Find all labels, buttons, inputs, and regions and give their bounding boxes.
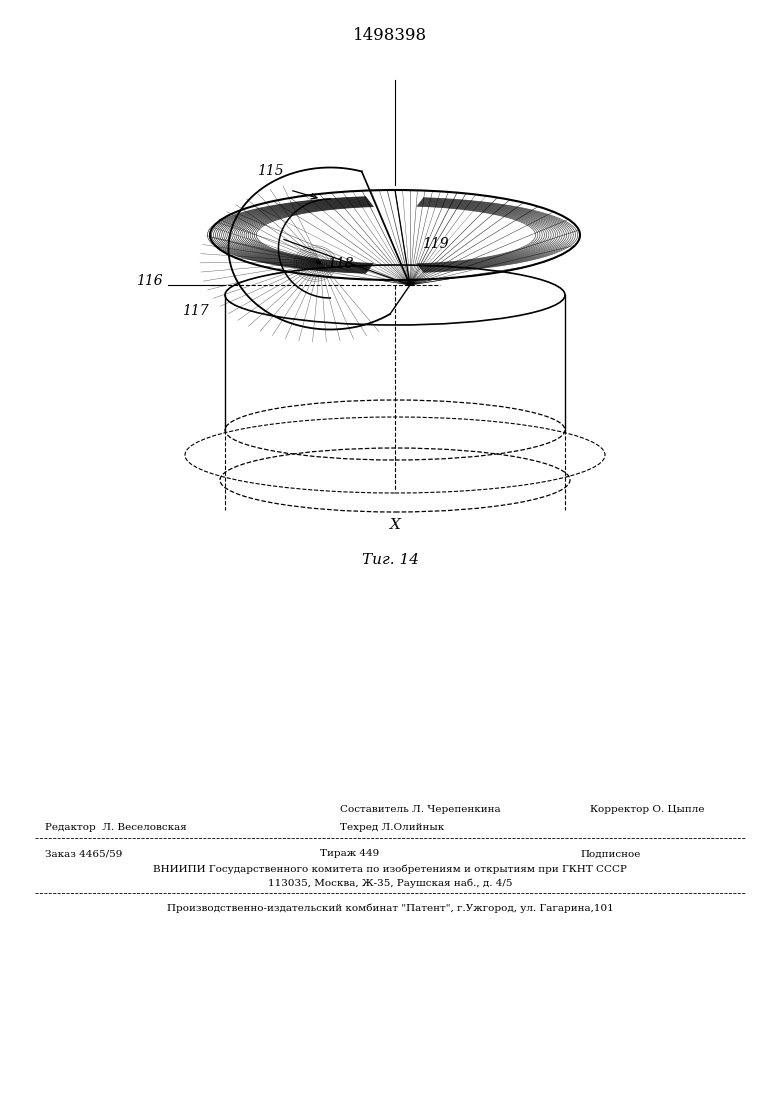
Text: ВНИИПИ Государственного комитета по изобретениям и открытиям при ГКНТ СССР: ВНИИПИ Государственного комитета по изоб… [153,865,627,874]
Text: Составитель Л. Черепенкина: Составитель Л. Черепенкина [340,805,501,814]
Text: Заказ 4465/59: Заказ 4465/59 [45,849,122,858]
Text: 113035, Москва, Ж-35, Раушская наб., д. 4/5: 113035, Москва, Ж-35, Раушская наб., д. … [268,878,512,888]
Text: Корректор О. Цыпле: Корректор О. Цыпле [590,805,704,814]
Text: X: X [389,518,400,532]
Text: 117: 117 [182,304,208,318]
Text: 118: 118 [327,257,353,271]
Text: Производственно-издательский комбинат "Патент", г.Ужгород, ул. Гагарина,101: Производственно-издательский комбинат "П… [167,903,613,913]
Text: Τиг. 14: Τиг. 14 [361,553,419,567]
Text: 115: 115 [257,164,283,178]
Text: 1498398: 1498398 [353,26,427,43]
Text: Техред Л.Олийнык: Техред Л.Олийнык [340,823,445,832]
Text: Тираж 449: Тираж 449 [320,849,379,858]
Text: Подписное: Подписное [580,849,640,858]
Text: 119: 119 [422,237,448,251]
Text: Редактор  Л. Веселовская: Редактор Л. Веселовская [45,823,186,832]
Text: 116: 116 [136,274,163,288]
